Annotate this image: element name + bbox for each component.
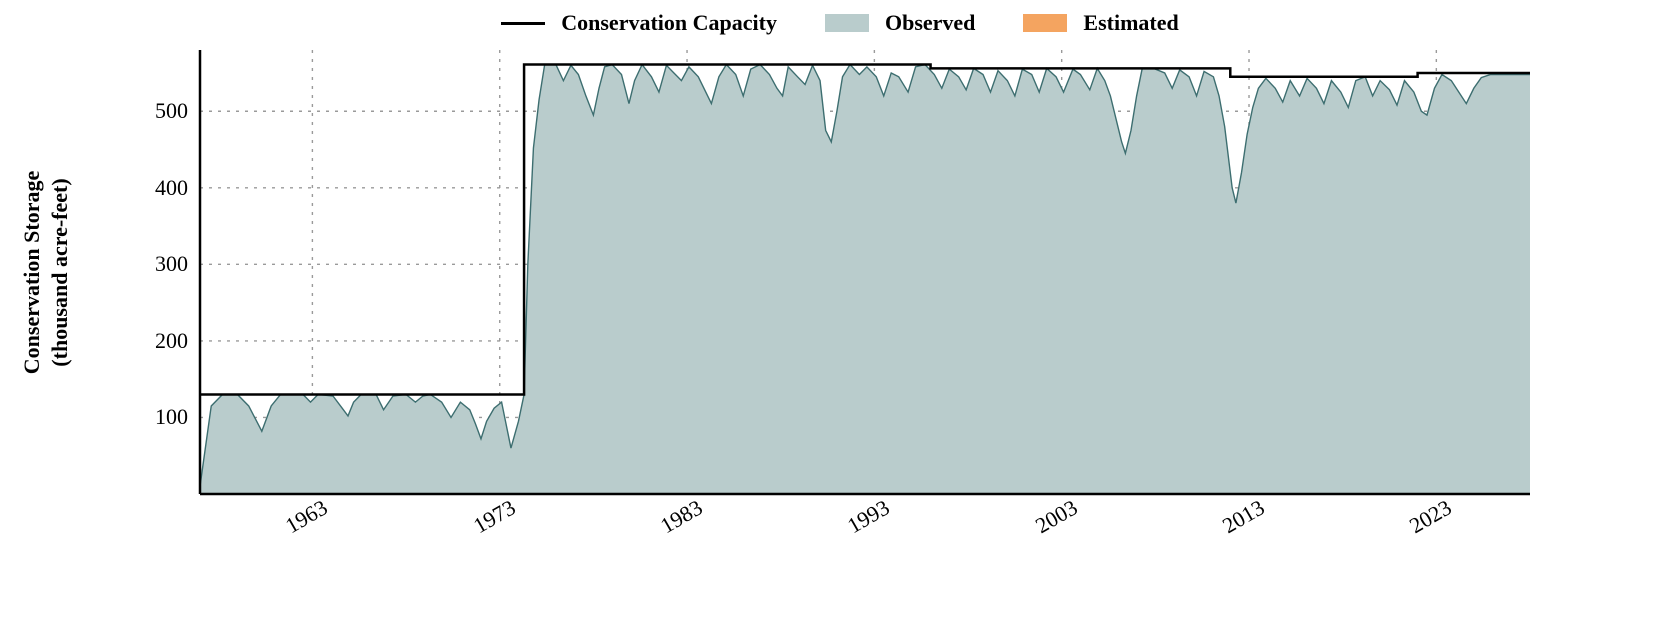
plot-area: 1002003004005001963197319831993200320132… (200, 50, 1530, 494)
legend-swatch-observed (825, 14, 869, 32)
legend-label-estimated: Estimated (1083, 10, 1178, 36)
y-tick-label: 300 (155, 251, 200, 277)
y-axis-label: Conservation Storage (thousand acre-feet… (19, 170, 74, 373)
y-axis-label-box: Conservation Storage (thousand acre-feet… (6, 50, 86, 494)
y-tick-label: 400 (155, 175, 200, 201)
legend-swatch-estimated (1023, 14, 1067, 32)
legend-item-capacity: Conservation Capacity (501, 10, 777, 36)
ylabel-line2: (thousand acre-feet) (47, 178, 72, 366)
legend: Conservation Capacity Observed Estimated (0, 0, 1680, 46)
chart-svg (200, 50, 1530, 494)
legend-swatch-line (501, 22, 545, 25)
y-tick-label: 500 (155, 98, 200, 124)
y-tick-label: 200 (155, 328, 200, 354)
legend-item-estimated: Estimated (1023, 10, 1178, 36)
chart-container: Conservation Capacity Observed Estimated… (0, 0, 1680, 630)
legend-item-observed: Observed (825, 10, 975, 36)
legend-label-observed: Observed (885, 10, 975, 36)
observed-area (200, 65, 1530, 494)
ylabel-line1: Conservation Storage (20, 170, 45, 373)
y-tick-label: 100 (155, 404, 200, 430)
legend-label-capacity: Conservation Capacity (561, 10, 777, 36)
